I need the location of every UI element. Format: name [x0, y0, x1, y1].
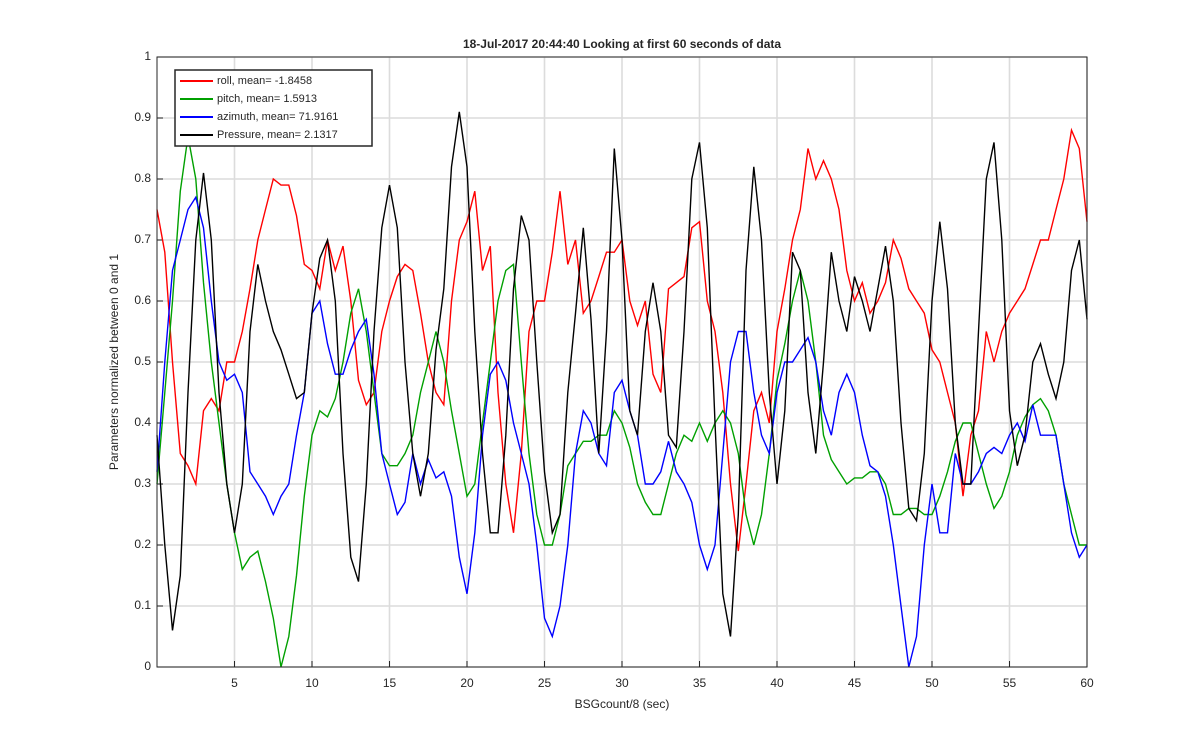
x-axis-label: BSGcount/8 (sec) — [575, 697, 670, 711]
x-tick-label: 50 — [925, 676, 939, 690]
legend-label: Pressure, mean= 2.1317 — [217, 129, 338, 141]
legend-label: pitch, mean= 1.5913 — [217, 93, 317, 105]
y-tick-label: 0.4 — [134, 415, 151, 429]
x-tick-label: 45 — [848, 676, 862, 690]
series-line — [156, 111, 1088, 637]
legend-label: azimuth, mean= 71.9161 — [217, 111, 338, 123]
x-tick-label: 15 — [383, 676, 397, 690]
y-tick-label: 0.2 — [134, 537, 151, 551]
y-tick-label: 0.5 — [134, 354, 151, 368]
x-tick-label: 35 — [693, 676, 707, 690]
legend-box — [174, 69, 373, 147]
x-tick-label: 40 — [770, 676, 784, 690]
y-tick-label: 0.8 — [134, 171, 151, 185]
x-tick-label: 55 — [1003, 676, 1017, 690]
x-tick-label: 30 — [615, 676, 629, 690]
x-tick-label: 60 — [1080, 676, 1094, 690]
y-tick-label: 0.7 — [134, 232, 151, 246]
y-tick-label: 0.6 — [134, 293, 151, 307]
legend: roll, mean= -1.8458 pitch, mean= 1.5913 az… — [174, 69, 373, 147]
axes-box — [156, 56, 1088, 668]
y-tick-label: 0 — [144, 659, 151, 673]
y-tick-label: 1 — [144, 49, 151, 63]
series-line — [156, 136, 1087, 668]
legend-label: roll, mean= -1.8458 — [217, 75, 312, 87]
x-tick-label: 20 — [460, 676, 474, 690]
x-tick-label: 5 — [231, 676, 238, 690]
y-tick-label: 0.1 — [134, 598, 151, 612]
y-axis-label: Parameters normalized between 0 and 1 — [107, 254, 121, 470]
chart-title: 18-Jul-2017 20:44:40 Looking at first 60… — [463, 37, 781, 51]
x-tick-label: 10 — [305, 676, 319, 690]
y-tick-label: 0.3 — [134, 476, 151, 490]
y-tick-label: 0.9 — [134, 110, 151, 124]
x-tick-label: 25 — [538, 676, 552, 690]
